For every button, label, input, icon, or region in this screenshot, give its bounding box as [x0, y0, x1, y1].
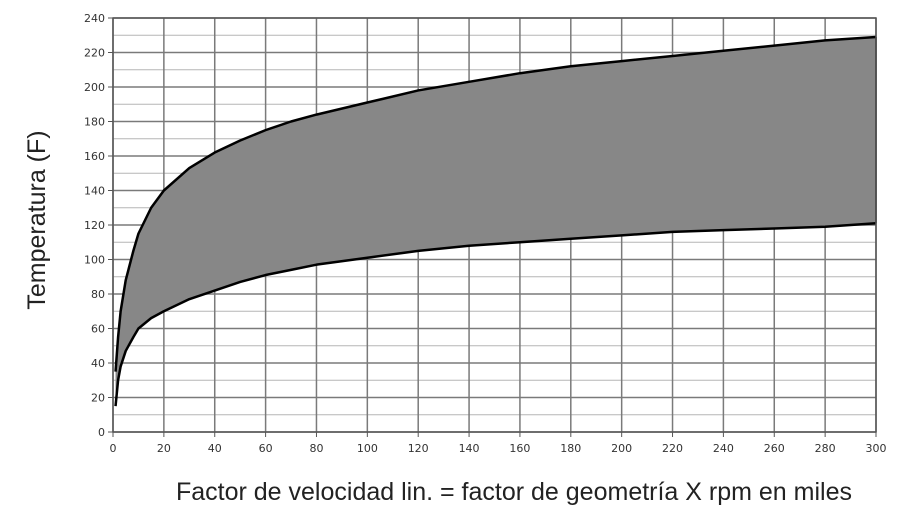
y-tick-label: 40	[91, 357, 105, 370]
y-tick-label: 60	[91, 323, 105, 336]
plot-area	[114, 35, 877, 407]
y-tick-label: 20	[91, 392, 105, 405]
y-tick-label: 140	[84, 185, 105, 198]
x-tick-label: 60	[259, 442, 273, 455]
lower-curve-line	[114, 222, 877, 407]
x-axis-label: Factor de velocidad lin. = factor de geo…	[176, 478, 852, 506]
y-tick-label: 100	[84, 254, 105, 267]
y-tick-label: 120	[84, 219, 105, 232]
x-tick-label: 260	[764, 442, 785, 455]
y-tick-label: 160	[84, 150, 105, 163]
y-tick-label: 0	[98, 426, 105, 439]
x-tick-label: 20	[157, 442, 171, 455]
y-tick-label: 180	[84, 116, 105, 129]
y-axis-label: Temperatura (F)	[23, 130, 51, 309]
x-tick-label: 160	[509, 442, 530, 455]
x-tick-label: 280	[815, 442, 836, 455]
upper-curve-line	[114, 35, 877, 372]
temperature-band-area	[115, 36, 876, 407]
x-tick-label: 140	[459, 442, 480, 455]
x-tick-label: 100	[357, 442, 378, 455]
x-tick-label: 80	[309, 442, 323, 455]
x-tick-label: 40	[208, 442, 222, 455]
x-tick-label: 180	[560, 442, 581, 455]
x-tick-label: 300	[866, 442, 887, 455]
x-tick-label: 200	[611, 442, 632, 455]
x-tick-label: 240	[713, 442, 734, 455]
y-axis-ticks: 0 20 40 60 80 100 120 140 160 180 200 220 240	[84, 12, 113, 439]
y-tick-label: 200	[84, 81, 105, 94]
x-tick-label: 0	[110, 442, 117, 455]
y-tick-label: 220	[84, 47, 105, 60]
x-tick-label: 220	[662, 442, 683, 455]
y-tick-label: 80	[91, 288, 105, 301]
y-tick-label: 240	[84, 12, 105, 25]
x-axis-ticks: 0 20 40 60 80 100 120 140 160 180 200 220 240 260 280 3…	[110, 432, 887, 455]
x-tick-label: 120	[408, 442, 429, 455]
